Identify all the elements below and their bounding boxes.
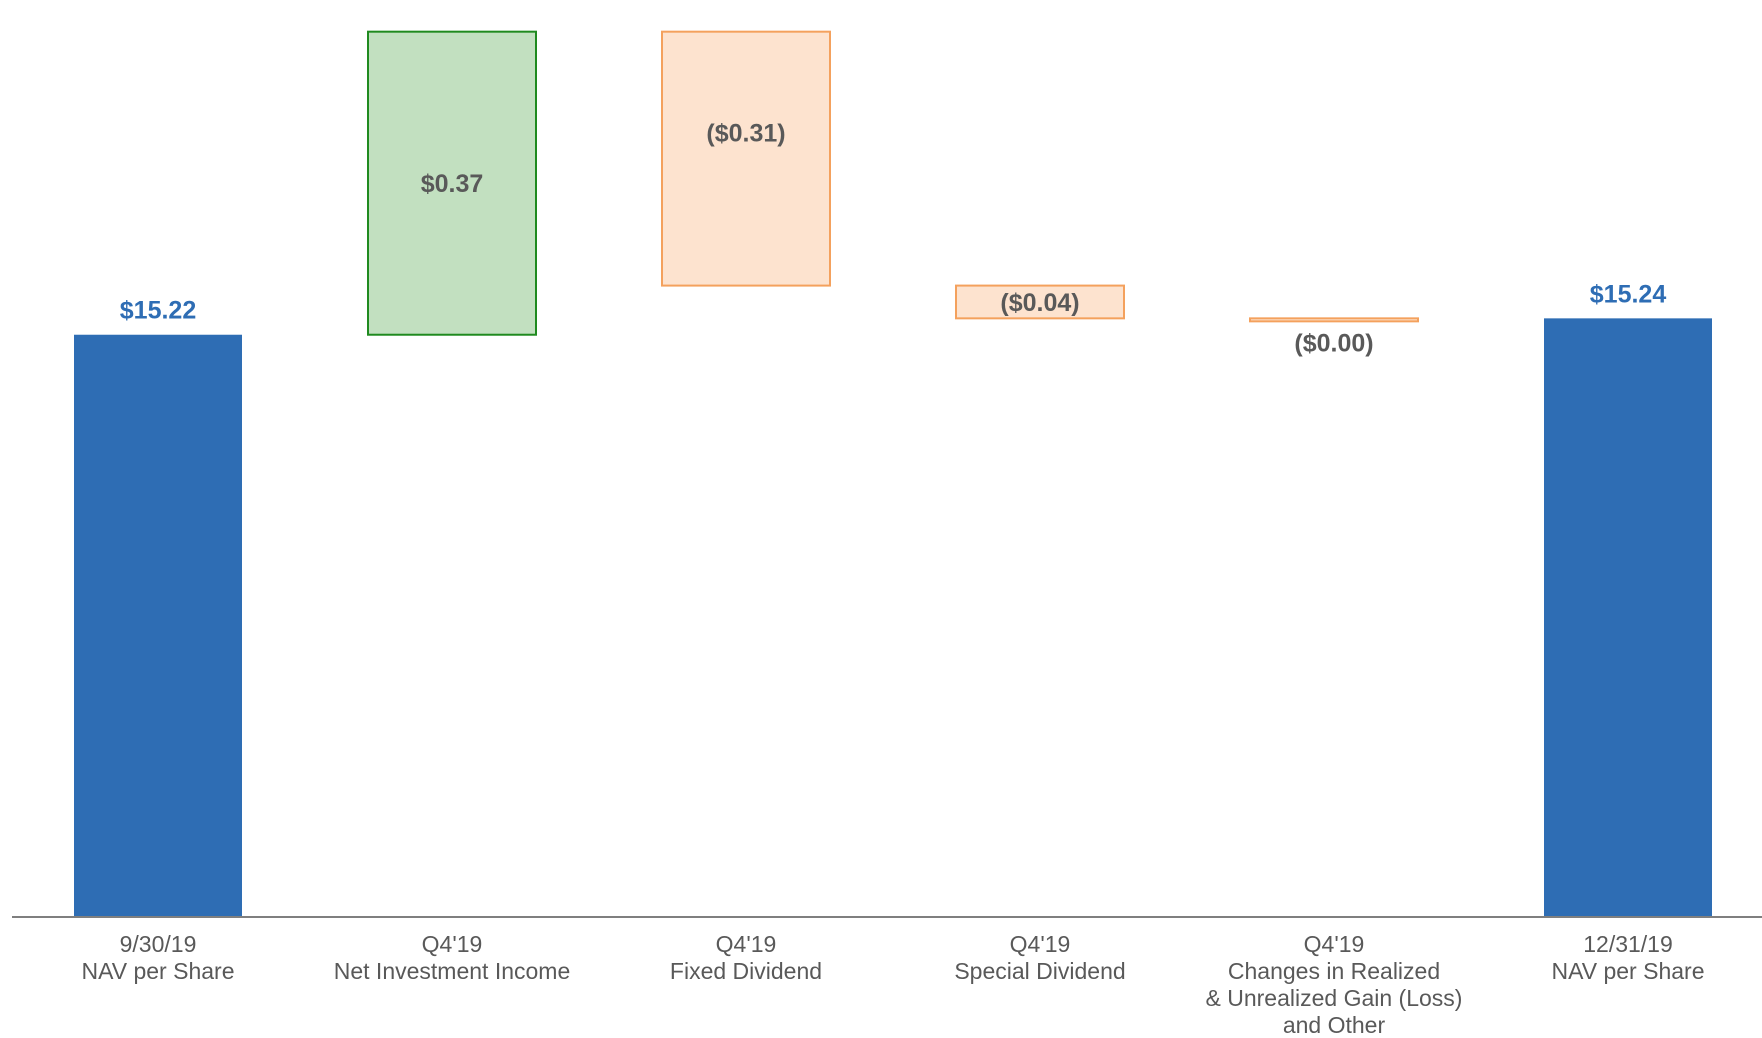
category-label-3: Q4'19 Fixed Dividend xyxy=(670,931,822,984)
category-label-2: Q4'19 Net Investment Income xyxy=(334,931,571,984)
category-label-line: 9/30/19 xyxy=(120,931,197,957)
category-label-5: Q4'19 Changes in Realized & Unrealized Gai… xyxy=(1206,931,1463,1038)
category-label-line: Q4'19 xyxy=(1010,931,1071,957)
value-label-6: $15.24 xyxy=(1590,280,1667,308)
category-label-line: NAV per Share xyxy=(1552,958,1705,984)
category-label-line: NAV per Share xyxy=(82,958,235,984)
category-label-line: Q4'19 xyxy=(716,931,777,957)
bar-6 xyxy=(1544,318,1712,918)
category-label-line: 12/31/19 xyxy=(1583,931,1673,957)
category-label-1: 9/30/19 NAV per Share xyxy=(82,931,235,984)
bar-5 xyxy=(1249,317,1419,323)
category-label-line: Q4'19 xyxy=(422,931,483,957)
bar-3 xyxy=(661,30,831,287)
value-label-2: $0.37 xyxy=(421,170,484,198)
category-label-line: Changes in Realized xyxy=(1228,958,1440,984)
bar-2 xyxy=(367,30,537,336)
category-label-line: Special Dividend xyxy=(954,958,1125,984)
value-label-5: ($0.00) xyxy=(1294,329,1373,357)
category-label-line: & Unrealized Gain (Loss) xyxy=(1206,985,1463,1011)
category-label-line: Net Investment Income xyxy=(334,958,571,984)
value-label-4: ($0.04) xyxy=(1000,289,1079,317)
category-label-6: 12/31/19 NAV per Share xyxy=(1552,931,1705,984)
category-label-line: Q4'19 xyxy=(1304,931,1365,957)
value-label-1: $15.22 xyxy=(120,297,196,325)
category-label-line: and Other xyxy=(1283,1012,1386,1038)
bars-layer xyxy=(74,30,1712,918)
category-label-4: Q4'19 Special Dividend xyxy=(954,931,1125,984)
value-label-3: ($0.31) xyxy=(706,120,785,148)
labels-layer: $15.22 $0.37 ($0.31) ($0.04) ($0.00) $15.24 xyxy=(120,120,1667,358)
category-label-line: Fixed Dividend xyxy=(670,958,822,984)
bar-4 xyxy=(955,284,1125,320)
bar-1 xyxy=(74,334,242,917)
